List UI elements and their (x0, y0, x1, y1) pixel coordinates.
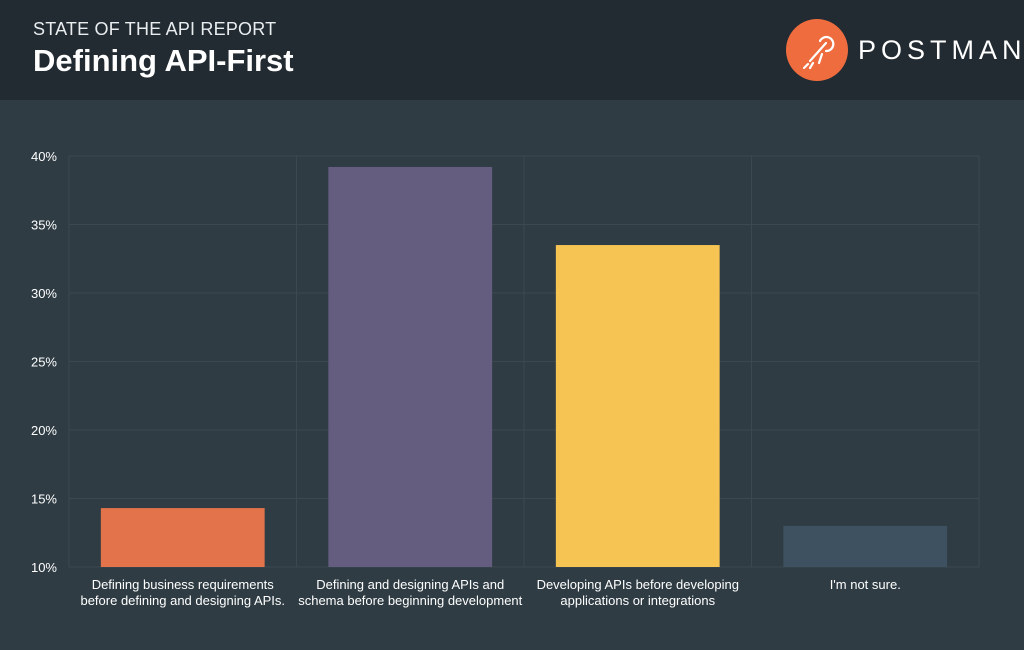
x-tick-label: Defining and designing APIs and schema be… (298, 577, 522, 608)
y-tick-label: 10% (31, 560, 57, 575)
y-tick-label: 15% (31, 492, 57, 507)
bar (328, 166, 493, 567)
chart-svg: 10% 15% 20% 25% 30% 35% 40% Defining business r… (31, 149, 980, 608)
x-tick-label: Defining business requirements before def… (80, 577, 285, 608)
x-tick-label: Developing APIs before developing applica… (537, 577, 739, 608)
report-kicker: STATE OF THE API REPORT (33, 19, 277, 39)
y-tick-label: 40% (31, 149, 57, 164)
x-tick-label: I'm not sure. (830, 577, 901, 592)
brand-logo-text: POSTMAN (858, 35, 1024, 65)
bar (100, 508, 265, 567)
postman-logo-icon (786, 19, 848, 81)
bar (783, 525, 948, 567)
y-tick-label: 30% (31, 286, 57, 301)
y-tick-label: 35% (31, 218, 57, 233)
y-tick-label: 25% (31, 355, 57, 370)
page-title: Defining API-First (33, 43, 294, 78)
bar-chart: 10% 15% 20% 25% 30% 35% 40% Defining business r… (0, 100, 1024, 645)
bar (555, 245, 720, 568)
report-header: STATE OF THE API REPORT Defining API-Fir… (0, 0, 1024, 100)
y-tick-label: 20% (31, 423, 57, 438)
